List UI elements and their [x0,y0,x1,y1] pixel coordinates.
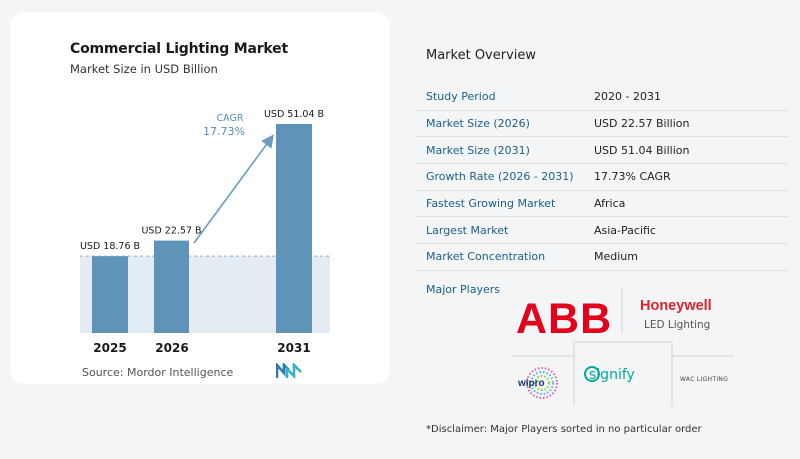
overview-row-value: 17.73% CAGR [594,170,671,184]
honeywell-subtitle: LED Lighting [644,319,710,331]
overview-row-value: Asia-Pacific [594,223,656,237]
source-text: Source: Mordor Intelligence [82,366,234,379]
overview-row-label: Growth Rate (2026 - 2031) [426,170,574,184]
wipro-logo-icon [526,367,558,399]
bar-chart: USD 18.76 B 2025 USD 22.57 B 2026 USD 51.04 … [80,109,330,355]
data-label-2031: USD 51.04 B [264,109,324,120]
overview-row-label: Market Concentration [426,250,546,264]
overview-table: Study Period 2020 - 2031 Market Size (2026… [416,84,788,271]
wac-lighting-logo: WAC LIGHTING [680,376,728,383]
overview-title: Market Overview [426,48,537,63]
overview-row: Market Size (2031) USD 51.04 Billion [416,137,788,165]
cagr-arrow [193,134,274,244]
tick-label-2025: 2025 [93,341,126,355]
honeywell-logo: Honeywell [640,298,712,314]
wipro-logo: wipro [517,378,545,389]
signify-logo: signify [589,367,635,383]
overview-row: Largest Market Asia-Pacific [416,217,788,245]
bar-2025 [92,256,128,333]
overview-row: Growth Rate (2026 - 2031) 17.73% CAGR [416,164,788,191]
overview-row: Market Concentration Medium [416,244,788,271]
overview-row-value: USD 51.04 Billion [594,143,690,157]
overview-row-label: Study Period [426,90,496,104]
overview-row-value: 2020 - 2031 [594,90,661,104]
abb-logo: ABB [516,295,612,343]
major-players-logos: ABB Honeywell LED Lighting wipro signify… [512,288,734,406]
major-players-label: Major Players [426,283,500,296]
overview-row: Study Period 2020 - 2031 [416,84,788,111]
disclaimer-text: *Disclaimer: Major Players sorted in no … [426,424,702,435]
overview-row: Fastest Growing Market Africa [416,191,788,218]
overview-row-label: Fastest Growing Market [426,197,556,211]
bar-2026 [154,240,189,333]
bar-2031 [276,124,312,333]
data-label-2026: USD 22.57 B [141,226,201,237]
signify-logo-icon [584,366,600,382]
cagr-label: CAGR [217,113,244,124]
overview-row-label: Largest Market [426,223,509,237]
chart-subtitle: Market Size in USD Billion [70,62,218,76]
overview-row-label: Market Size (2031) [426,143,530,157]
market-overview-panel: Market Overview Study Period 2020 - 2031 M… [416,0,788,459]
overview-row-value: Africa [594,197,626,211]
tick-label-2031: 2031 [277,341,310,355]
overview-row-label: Market Size (2026) [426,117,530,131]
data-label-2025: USD 18.76 B [80,241,140,252]
overview-row-value: USD 22.57 Billion [594,117,690,131]
cagr-value: 17.73% [203,125,245,138]
mordor-logo-icon [276,363,302,379]
overview-row: Market Size (2026) USD 22.57 Billion [416,111,788,138]
overview-row-value: Medium [594,250,638,264]
tick-label-2026: 2026 [155,341,188,355]
chart-title: Commercial Lighting Market [70,41,288,57]
